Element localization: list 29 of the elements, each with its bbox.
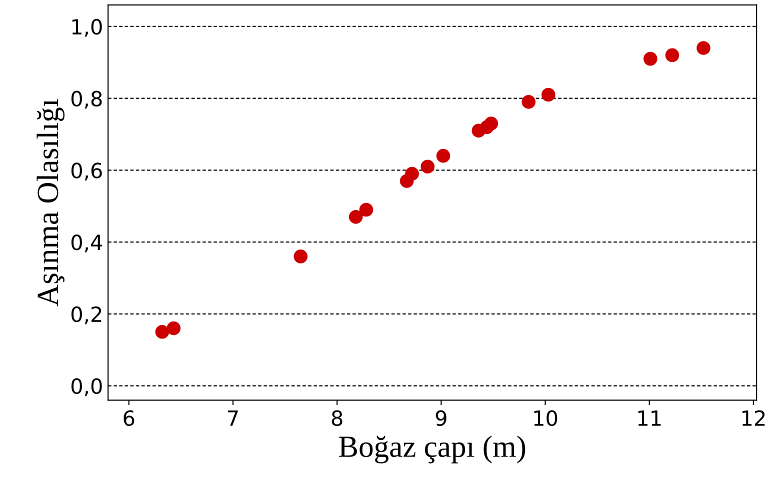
point xyxy=(155,324,170,339)
x-tick-label: 7 xyxy=(228,410,238,426)
point xyxy=(522,95,536,109)
y-tick-label: 1,0 xyxy=(72,18,102,37)
x-tick-label: 10 xyxy=(534,410,558,426)
point xyxy=(696,41,710,55)
x-tick-label: 12 xyxy=(742,410,765,426)
y-axis-title: Aşınma Olasılığı xyxy=(36,99,65,306)
point xyxy=(359,202,374,217)
point xyxy=(643,52,658,66)
point xyxy=(665,48,680,62)
point xyxy=(541,88,556,102)
point xyxy=(420,160,435,174)
y-tick-label: 0,4 xyxy=(71,234,102,252)
point xyxy=(294,250,308,264)
x-tick-label: 6 xyxy=(124,410,134,426)
point xyxy=(405,166,419,181)
point xyxy=(484,116,498,130)
point xyxy=(436,148,450,163)
y-tick-label: 0,8 xyxy=(71,90,102,109)
x-tick-label: 11 xyxy=(638,410,661,426)
y-tick-label: 0,6 xyxy=(71,162,102,181)
x-tick-label: 9 xyxy=(436,410,446,426)
y-tick-label: 0,2 xyxy=(71,306,102,324)
point xyxy=(166,321,181,336)
x-tick-label: 8 xyxy=(332,410,342,426)
point xyxy=(348,210,363,224)
x-axis-title: Boğaz çapı (m) xyxy=(339,436,526,464)
y-tick-label: 0,0 xyxy=(71,378,102,396)
